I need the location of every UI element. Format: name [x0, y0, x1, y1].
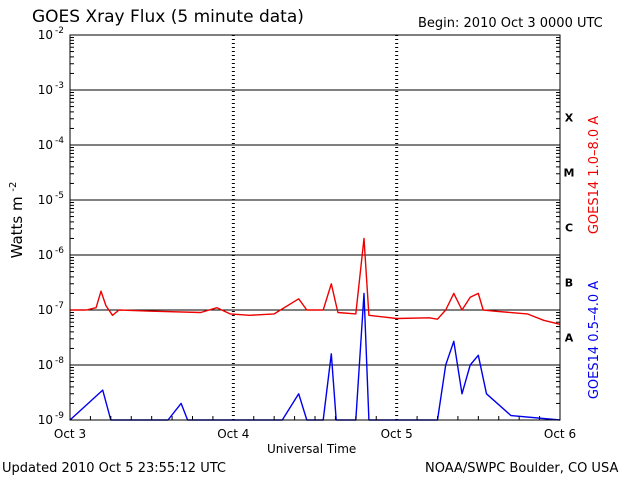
- y-tick-exponent: -3: [55, 81, 64, 91]
- series-label-short: GOES14 0.5–4.0 A: [587, 281, 602, 399]
- flare-class-label: M: [564, 167, 575, 180]
- x-tick-label: Oct 5: [381, 427, 413, 441]
- chart-title: GOES Xray Flux (5 minute data): [32, 7, 304, 27]
- x-axis-ticks: Oct 3 Oct 4 Oct 5 Oct 6: [54, 416, 576, 441]
- flare-class-label: A: [565, 332, 574, 345]
- series-label-long: GOES14 1.0–8.0 A: [587, 116, 602, 234]
- series-line-long: [70, 237, 561, 325]
- y-tick-exponent: -6: [55, 246, 64, 256]
- updated-label: Updated 2010 Oct 5 23:55:12 UTC: [2, 461, 226, 476]
- y-tick-exponent: -7: [55, 301, 64, 311]
- y-tick-label: 10: [38, 28, 53, 42]
- plot-frame: [69, 34, 561, 421]
- y-tick-label: 10: [38, 193, 53, 207]
- y-tick-label: 10: [38, 248, 53, 262]
- x-tick-label: Oct 4: [217, 427, 249, 441]
- y-tick-exponent: -8: [55, 356, 64, 366]
- y-axis-label-exponent: -2: [8, 182, 19, 192]
- y-tick-exponent: -9: [55, 411, 64, 421]
- y-tick-exponent: -2: [55, 26, 64, 36]
- begin-label: Begin: 2010 Oct 3 0000 UTC: [418, 16, 603, 31]
- flare-class-labels: X M C B A: [564, 112, 575, 345]
- y-axis-ticks: 10-210-310-410-510-610-710-810-9: [38, 26, 560, 427]
- y-tick-label: 10: [38, 413, 53, 427]
- y-tick-label: 10: [38, 83, 53, 97]
- y-axis-label: Watts m -2: [8, 182, 26, 259]
- x-tick-label: Oct 6: [544, 427, 576, 441]
- chart-grid: [70, 34, 560, 421]
- chart-series: [69, 237, 561, 421]
- credit-label: NOAA/SWPC Boulder, CO USA: [425, 461, 619, 476]
- flare-class-label: B: [565, 277, 573, 290]
- y-tick-label: 10: [38, 303, 53, 317]
- y-tick-exponent: -5: [55, 191, 64, 201]
- flare-class-label: C: [565, 222, 573, 235]
- flare-class-label: X: [565, 112, 574, 125]
- x-tick-label: Oct 3: [54, 427, 86, 441]
- x-axis-label: Universal Time: [267, 442, 357, 456]
- y-tick-label: 10: [38, 138, 53, 152]
- series-line-short: [69, 292, 561, 421]
- y-tick-label: 10: [38, 358, 53, 372]
- y-tick-exponent: -4: [55, 136, 64, 146]
